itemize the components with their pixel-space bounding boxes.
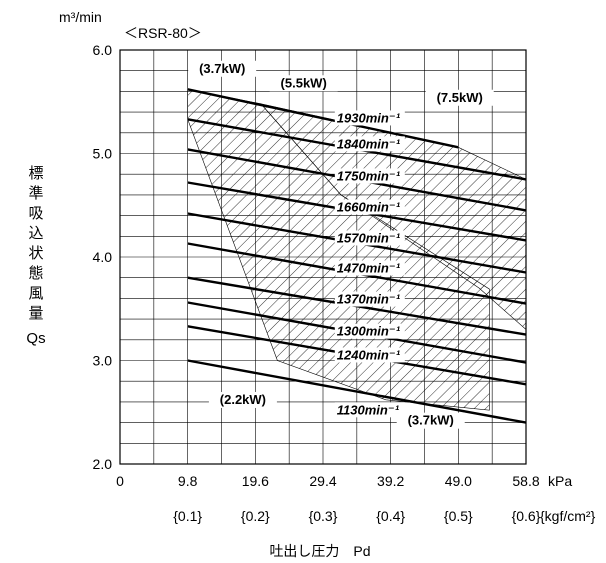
power-label: (2.2kW) <box>220 392 266 407</box>
power-label-bg <box>208 391 277 408</box>
series-label: 1300min⁻¹ <box>337 324 401 339</box>
rpm-label-bg <box>334 291 405 307</box>
series-label: 1240min⁻¹ <box>337 347 401 362</box>
x-tick-label: 19.6 <box>242 473 269 489</box>
y-tick-label: 2.0 <box>93 456 113 472</box>
y-tick-label: 6.0 <box>93 42 113 58</box>
y-axis-label-char: 込 <box>28 225 43 242</box>
power-label-bg <box>425 89 494 106</box>
y-axis-label-char: 態 <box>28 265 43 282</box>
x-tick-label: 29.4 <box>309 473 336 489</box>
series-label: 1750min⁻¹ <box>337 168 401 183</box>
power-label: (3.7kW) <box>199 61 245 76</box>
x-tick-label: 0 <box>116 473 124 489</box>
x-tick-label: 39.2 <box>377 473 404 489</box>
rpm-label-bg <box>334 110 405 126</box>
rpm-label-bg <box>334 323 405 339</box>
y-tick-label: 5.0 <box>93 146 113 162</box>
x-tick-label: 49.0 <box>445 473 472 489</box>
rpm-label-bg <box>334 347 405 363</box>
rpm-label-bg <box>334 402 405 418</box>
power-label-bg <box>188 60 257 77</box>
y-unit-label: m³/min <box>59 9 102 25</box>
series-label: 1130min⁻¹ <box>337 402 400 417</box>
y-tick-label: 4.0 <box>93 249 113 265</box>
chart-title: ＜RSR-80＞ <box>124 25 202 41</box>
y-axis-symbol: Qs <box>26 330 45 347</box>
rpm-label-bg <box>334 260 405 276</box>
x-tick-label: 9.8 <box>178 473 198 489</box>
power-label: (7.5kW) <box>437 90 483 105</box>
x-kgf-tick-label: {0.2} <box>241 508 270 524</box>
series-label: 1660min⁻¹ <box>337 199 401 214</box>
y-axis-label-char: 量 <box>28 305 43 322</box>
x-kgf-tick-label: {0.5} <box>444 508 473 524</box>
rpm-label-bg <box>334 168 405 184</box>
rpm-label-bg <box>334 230 405 246</box>
series-line <box>187 359 527 424</box>
rpm-label-bg <box>334 199 405 215</box>
series-label: 1930min⁻¹ <box>337 110 401 125</box>
y-tick-label: 3.0 <box>93 353 113 369</box>
y-axis-label-char: 風 <box>28 285 43 302</box>
power-label-bg <box>396 412 465 429</box>
power-label: (5.5kW) <box>281 75 327 90</box>
x-unit-label: kPa <box>548 473 572 489</box>
plot-frame <box>119 49 527 465</box>
x-kgf-unit-label: {kgf/cm²} <box>540 508 596 524</box>
series-label: 1470min⁻¹ <box>337 261 401 276</box>
rpm-label-bg <box>334 136 405 152</box>
y-axis-label-char: 準 <box>28 185 43 202</box>
x-kgf-tick-label: {0.4} <box>376 508 405 524</box>
x-kgf-tick-label: {0.3} <box>309 508 338 524</box>
series-label: 1370min⁻¹ <box>337 292 401 307</box>
power-label: (3.7kW) <box>408 413 454 428</box>
chart-labels: 1930min⁻¹ 1840min⁻¹ 1750min⁻¹ 1660min⁻¹ 1570… <box>26 9 595 559</box>
y-axis-label-char: 吸 <box>28 205 43 222</box>
power-label-bg <box>269 75 338 92</box>
x-kgf-tick-label: {0.6} <box>512 508 541 524</box>
x-axis-label: 吐出し圧力 Pd <box>269 543 370 559</box>
y-axis-label-char: 標 <box>28 165 43 182</box>
series-label: 1570min⁻¹ <box>337 231 401 246</box>
series-label: 1840min⁻¹ <box>337 136 401 151</box>
x-kgf-tick-label: {0.1} <box>173 508 202 524</box>
y-axis-label-char: 状 <box>28 245 43 262</box>
series-line <box>187 88 459 149</box>
x-tick-label: 58.8 <box>512 473 539 489</box>
